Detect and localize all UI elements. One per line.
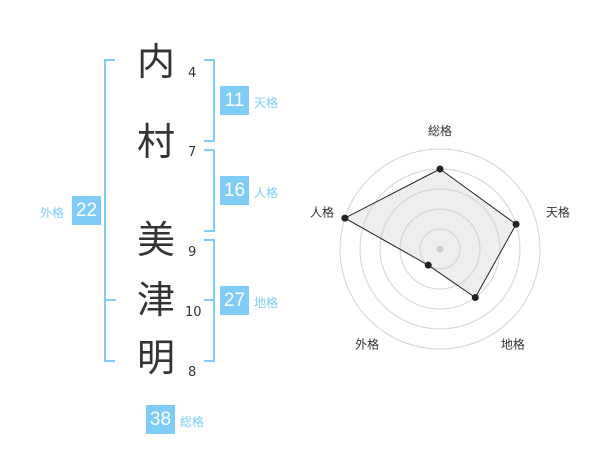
chikaku-label: 地格 xyxy=(254,296,279,310)
gaikaku-value: 22 xyxy=(72,196,101,225)
tenkaku-bracket xyxy=(204,59,215,142)
name-char-4: 津 xyxy=(136,278,175,322)
radar-axis-label: 天格 xyxy=(546,205,570,220)
radar-point-1 xyxy=(436,165,444,173)
jinkaku-bracket xyxy=(204,149,215,232)
radar-point-4 xyxy=(424,261,432,269)
gaikaku-label: 外格 xyxy=(40,206,65,220)
radar-axis-label: 地格 xyxy=(501,336,525,351)
stroke-count-1: 4 xyxy=(188,66,197,81)
name-char-3: 美 xyxy=(136,218,175,262)
radar-ring xyxy=(339,148,541,350)
radar-axis-label: 外格 xyxy=(355,336,379,351)
name-char-5: 明 xyxy=(136,336,175,380)
radar-area xyxy=(343,168,517,299)
jinkaku-label: 人格 xyxy=(254,186,279,200)
gaikaku-bracket-tick xyxy=(106,299,116,301)
radar-ring xyxy=(419,228,461,270)
stroke-count-5: 8 xyxy=(188,365,197,380)
gaikaku-bracket xyxy=(104,59,115,362)
soukaku-label: 総格 xyxy=(180,415,205,429)
stroke-count-3: 9 xyxy=(188,245,197,260)
radar-point-5 xyxy=(341,214,349,222)
radar-center xyxy=(436,245,444,253)
soukaku-value: 38 xyxy=(146,405,175,434)
tenkaku-value: 11 xyxy=(220,86,249,115)
tenkaku-label: 天格 xyxy=(254,96,279,110)
radar-axis-label: 人格 xyxy=(310,205,334,220)
chikaku-value: 27 xyxy=(220,286,249,315)
chikaku-bracket xyxy=(204,239,215,362)
radar-axis-label: 総格 xyxy=(428,123,452,138)
stroke-count-2: 7 xyxy=(188,145,197,160)
radar-point-3 xyxy=(471,294,479,302)
radar-ring xyxy=(379,188,501,310)
name-char-1: 内 xyxy=(136,40,175,84)
radar-point-2 xyxy=(512,220,520,228)
jinkaku-value: 16 xyxy=(220,176,249,205)
chikaku-bracket-tick xyxy=(204,299,214,301)
stroke-count-4: 10 xyxy=(185,305,202,320)
name-char-2: 村 xyxy=(136,120,175,164)
